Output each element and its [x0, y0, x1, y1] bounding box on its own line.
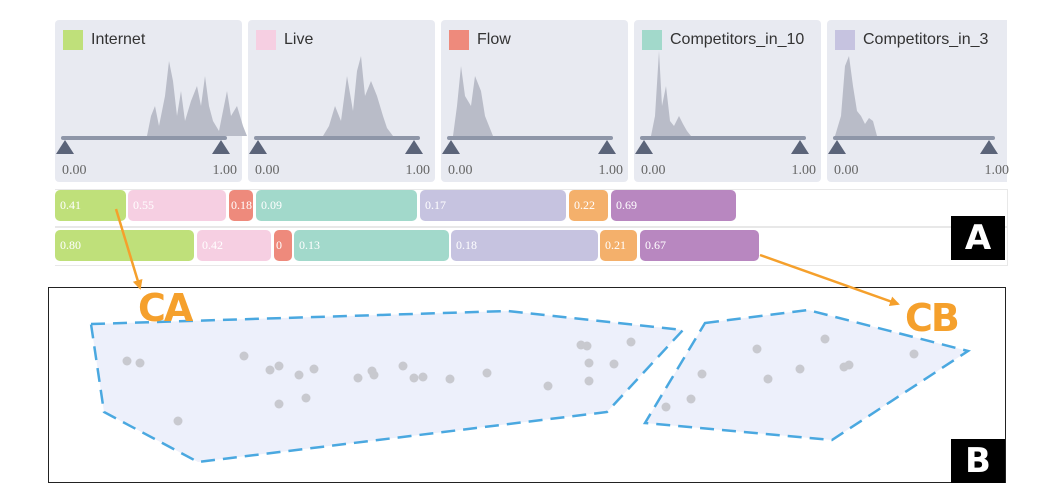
histogram-shape	[143, 61, 247, 136]
attribute-panel-flow: Flow 0.00 1.00	[441, 20, 628, 182]
data-point[interactable]	[294, 370, 304, 380]
bar-segment[interactable]: 0.42	[197, 230, 271, 261]
max-tick-label: 1.00	[598, 163, 624, 178]
arrow-ca	[114, 208, 143, 290]
bar-segment[interactable]: 0	[274, 230, 292, 261]
data-point[interactable]	[909, 349, 919, 359]
range-min-handle[interactable]	[828, 140, 846, 154]
min-tick-label: 0.00	[641, 163, 666, 178]
max-tick-label: 1.00	[791, 163, 817, 178]
data-point[interactable]	[686, 394, 696, 404]
attribute-label: Flow	[477, 31, 511, 48]
data-point[interactable]	[309, 364, 319, 374]
histogram-shape	[835, 56, 877, 136]
histogram-shape	[453, 66, 493, 136]
min-tick-label: 0.00	[255, 163, 280, 178]
range-max-handle[interactable]	[212, 140, 230, 154]
data-point[interactable]	[752, 344, 762, 354]
data-point[interactable]	[239, 351, 249, 361]
data-point[interactable]	[584, 358, 594, 368]
attribute-label: Competitors_in_3	[863, 31, 989, 48]
data-point[interactable]	[584, 376, 594, 386]
data-point[interactable]	[844, 360, 854, 370]
data-point[interactable]	[795, 364, 805, 374]
view-tag-a: A	[951, 216, 1005, 260]
bar-segment[interactable]: 0.21	[600, 230, 637, 261]
bar-segment[interactable]: 0.18	[229, 190, 253, 221]
callout-cb: CB	[905, 296, 960, 340]
bar-segment[interactable]: 0.55	[128, 190, 226, 221]
view-tag-b: B	[951, 439, 1005, 483]
projection-view	[48, 287, 1006, 483]
attribute-label: Competitors_in_10	[670, 31, 805, 48]
cluster-hull-cb[interactable]	[642, 308, 972, 442]
attribute-panel-internet: Internet 0.00 1.00	[55, 20, 242, 182]
color-swatch	[256, 30, 276, 50]
range-min-handle[interactable]	[249, 140, 267, 154]
data-point[interactable]	[697, 369, 707, 379]
cluster-hull-ca[interactable]	[89, 309, 686, 464]
color-swatch	[63, 30, 83, 50]
data-point[interactable]	[763, 374, 773, 384]
attribute-panel-live: Live 0.00 1.00	[248, 20, 435, 182]
min-tick-label: 0.00	[448, 163, 473, 178]
range-min-handle[interactable]	[56, 140, 74, 154]
bar-segment[interactable]: 0.09	[256, 190, 417, 221]
arrow-cb	[759, 253, 900, 307]
bar-segment[interactable]: 0.13	[294, 230, 449, 261]
attribute-label: Live	[284, 31, 314, 48]
comparison-row-top	[55, 189, 1008, 227]
data-point[interactable]	[820, 334, 830, 344]
color-swatch	[449, 30, 469, 50]
range-min-handle[interactable]	[635, 140, 653, 154]
bar-segment[interactable]: 0.69	[611, 190, 736, 221]
data-point[interactable]	[445, 374, 455, 384]
data-point[interactable]	[626, 337, 636, 347]
data-point[interactable]	[301, 393, 311, 403]
color-swatch	[835, 30, 855, 50]
histogram-shape	[651, 51, 691, 136]
range-max-handle[interactable]	[405, 140, 423, 154]
data-point[interactable]	[173, 416, 183, 426]
min-tick-label: 0.00	[834, 163, 859, 178]
min-tick-label: 0.00	[62, 163, 87, 178]
max-tick-label: 1.00	[405, 163, 431, 178]
max-tick-label: 1.00	[984, 163, 1010, 178]
comparison-row-bottom	[55, 227, 1008, 266]
data-point[interactable]	[274, 399, 284, 409]
bar-segment[interactable]: 0.41	[55, 190, 126, 221]
data-point[interactable]	[398, 361, 408, 371]
data-point[interactable]	[122, 356, 132, 366]
attribute-panel-competitors-in-3: Competitors_in_3 0.00 1.00	[827, 20, 1010, 182]
range-max-handle[interactable]	[980, 140, 998, 154]
range-max-handle[interactable]	[598, 140, 616, 154]
data-point[interactable]	[543, 381, 553, 391]
data-point[interactable]	[418, 372, 428, 382]
range-max-handle[interactable]	[791, 140, 809, 154]
data-point[interactable]	[661, 402, 671, 412]
data-point[interactable]	[353, 373, 363, 383]
bar-segment[interactable]: 0.17	[420, 190, 566, 221]
data-point[interactable]	[369, 370, 379, 380]
histogram-shape	[317, 56, 393, 136]
data-point[interactable]	[409, 373, 419, 383]
data-point[interactable]	[482, 368, 492, 378]
max-tick-label: 1.00	[212, 163, 238, 178]
color-swatch	[642, 30, 662, 50]
bar-segment[interactable]: 0.67	[640, 230, 759, 261]
data-point[interactable]	[135, 358, 145, 368]
range-min-handle[interactable]	[442, 140, 460, 154]
callout-ca: CA	[138, 286, 193, 330]
data-point[interactable]	[582, 341, 592, 351]
bar-segment[interactable]: 0.18	[451, 230, 598, 261]
data-point[interactable]	[609, 359, 619, 369]
data-point[interactable]	[274, 361, 284, 371]
bar-segment[interactable]: 0.22	[569, 190, 608, 221]
data-point[interactable]	[265, 365, 275, 375]
attribute-label: Internet	[91, 31, 146, 48]
